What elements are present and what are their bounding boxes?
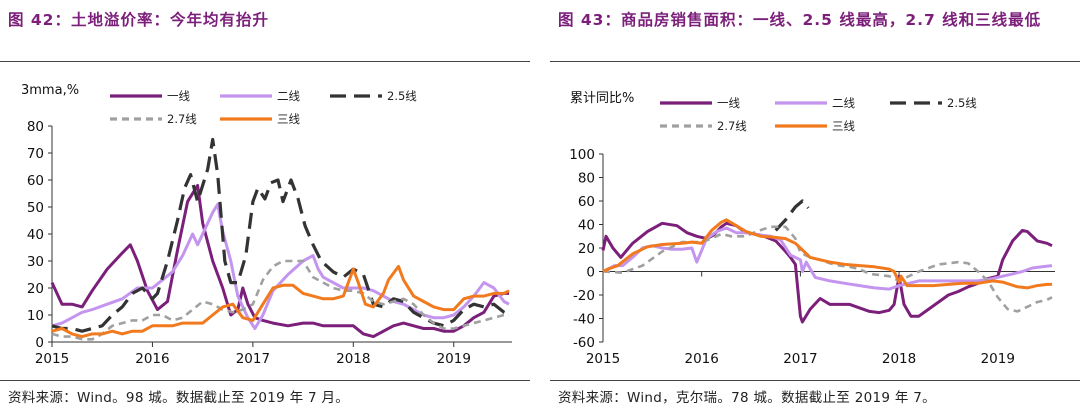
line-chart: 累计同比% -60 -40 -20 0 20 40 60 80 100 2015 2016 2017 20… xyxy=(569,91,1055,367)
y-tick-label: 0 xyxy=(586,265,595,281)
x-tick-label: 2017 xyxy=(783,351,817,367)
y-tick-label: -60 xyxy=(573,335,595,351)
left-chart-panel: 图 42：土地溢价率：今年均有抬升 3mma,% 0 10 20 30 40 50 60 70 8… xyxy=(0,0,530,415)
legend-label: 三线 xyxy=(277,112,300,126)
series-line xyxy=(50,183,509,339)
x-tick-label: 2019 xyxy=(437,351,471,367)
source-note: 资料来源：Wind，克尔瑞。78 城。数据截止至 2019 年 7。 xyxy=(558,390,936,406)
legend-label: 2.7线 xyxy=(167,112,197,126)
title-rule xyxy=(0,61,530,62)
y-tick-label: 10 xyxy=(27,308,44,324)
y-tick-label: 80 xyxy=(27,119,44,135)
y-tick-label: 100 xyxy=(569,147,595,163)
y-tick-label: 40 xyxy=(27,227,44,243)
x-tick-label: 2018 xyxy=(882,351,916,367)
x-tick-label: 2017 xyxy=(236,351,270,367)
series-line xyxy=(602,226,1053,291)
x-tick-label: 2016 xyxy=(685,351,719,367)
y-tick-label: 60 xyxy=(27,173,44,189)
x-tick-label: 2015 xyxy=(586,351,620,367)
series-line xyxy=(601,221,1053,324)
x-tick-label: 2016 xyxy=(135,351,169,367)
y-tick-label: 60 xyxy=(578,194,595,210)
y-tick-label: 0 xyxy=(35,335,44,351)
y-tick-label: 50 xyxy=(27,200,44,216)
y-tick-label: 20 xyxy=(578,241,595,257)
right-chart-panel: 图 43：商品房销售面积：一线、2.5 线最高，2.7 线和三线最低 累计同比%… xyxy=(550,0,1080,415)
y-tick-label: 40 xyxy=(578,218,595,234)
series-line xyxy=(51,137,510,333)
source-rule xyxy=(0,380,530,381)
series-line xyxy=(51,264,510,339)
title-rule xyxy=(550,61,1080,62)
x-tick-label: 2019 xyxy=(981,351,1015,367)
legend-label: 一线 xyxy=(717,96,740,110)
legend-label: 二线 xyxy=(277,89,300,103)
legend-label: 2.5线 xyxy=(387,89,417,103)
source-rule xyxy=(550,380,1080,381)
y-tick-label: -40 xyxy=(573,312,595,328)
series-line xyxy=(774,199,810,232)
legend-label: 一线 xyxy=(167,89,190,103)
y-tick-label: 20 xyxy=(27,281,44,297)
series-line xyxy=(602,218,1052,290)
chart-title: 图 43：商品房销售面积：一线、2.5 线最高，2.7 线和三线最低 xyxy=(558,11,1042,29)
legend-label: 2.7线 xyxy=(717,119,747,133)
y-tick-label: 30 xyxy=(27,254,44,270)
line-chart: 3mma,% 0 10 20 30 40 50 60 70 80 2015 2016 2017 2018 2… xyxy=(21,83,512,367)
y-unit-label: 累计同比% xyxy=(570,91,634,106)
y-tick-label: 70 xyxy=(27,146,44,162)
x-tick-label: 2018 xyxy=(336,351,370,367)
y-unit-label: 3mma,% xyxy=(21,83,79,98)
x-tick-label: 2015 xyxy=(35,351,69,367)
chart-title: 图 42：土地溢价率：今年均有抬升 xyxy=(8,11,269,29)
series-line xyxy=(51,202,510,330)
legend-label: 2.5线 xyxy=(947,96,977,110)
legend-label: 二线 xyxy=(832,96,855,110)
source-note: 资料来源：Wind。98 城。数据截止至 2019 年 7 月。 xyxy=(8,390,350,406)
legend-label: 三线 xyxy=(832,119,855,133)
series-line xyxy=(602,225,1053,313)
y-tick-label: 80 xyxy=(578,171,595,187)
y-tick-label: -20 xyxy=(573,288,595,304)
